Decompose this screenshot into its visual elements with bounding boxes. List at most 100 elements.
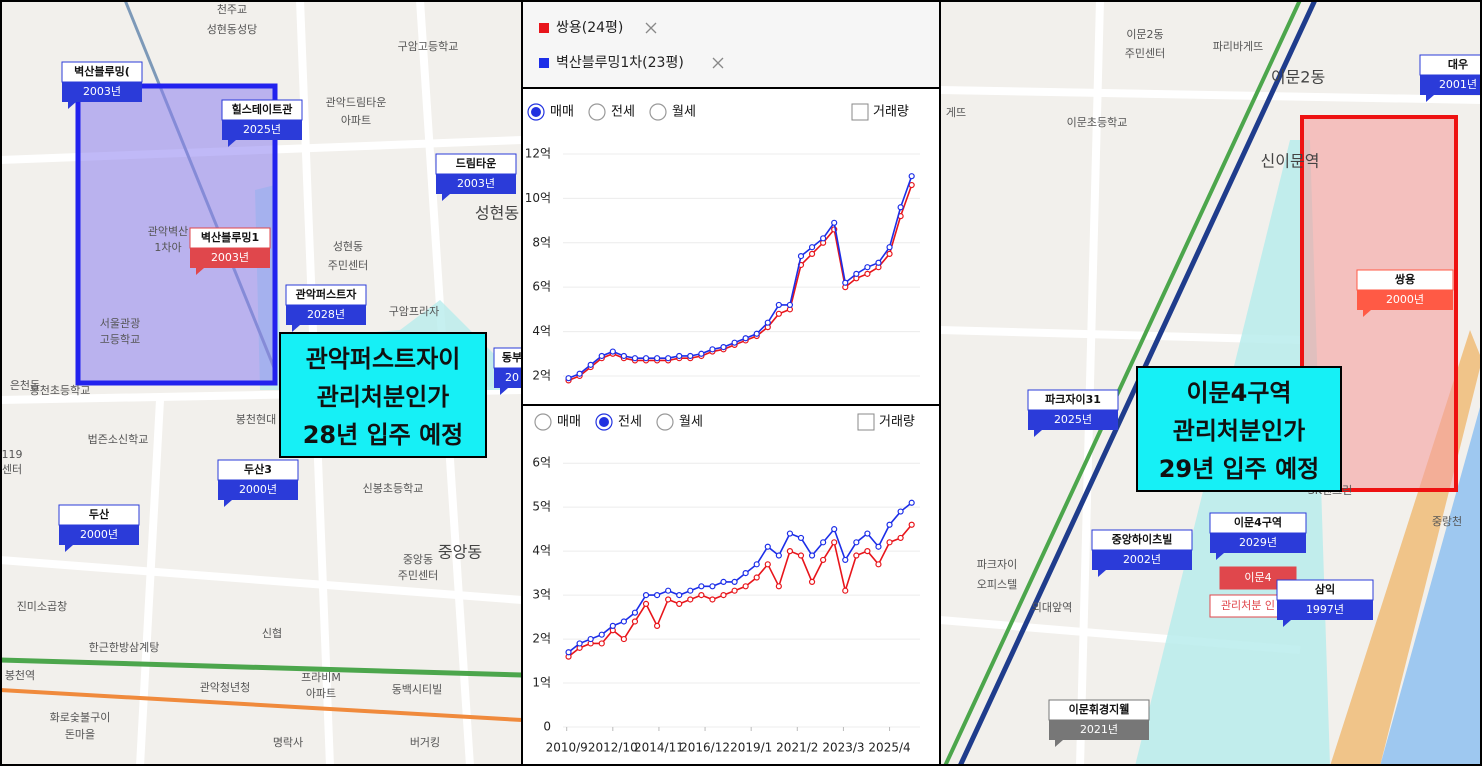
building-marker[interactable]: 벽산블루밍(2003년 — [61, 61, 143, 109]
building-marker[interactable]: 두산 2000년 — [58, 504, 140, 552]
point — [742, 570, 749, 577]
point — [598, 631, 605, 638]
checkbox-label: 거래량 — [873, 105, 909, 120]
chart-panel: 쌍용(24평)벽산블루밍1차(23평)매매 전세 월세 거래량2억4억6억8억10억1… — [521, 0, 941, 766]
y-tick-label: 12억 — [525, 146, 551, 160]
radio-label: 월세 — [679, 415, 703, 430]
point — [731, 578, 738, 586]
point — [753, 561, 760, 568]
point — [786, 530, 794, 537]
x-tick-label: 2021/2 — [776, 741, 818, 755]
place-label: 중앙동 — [403, 553, 433, 566]
y-tick-label: 3억 — [532, 588, 551, 602]
point — [698, 591, 705, 599]
point — [775, 310, 782, 317]
building-marker[interactable]: 힐스테이트관 2025년 — [221, 99, 303, 147]
point — [598, 352, 605, 360]
marker-name: 이문휘경지웰 — [1069, 702, 1130, 716]
point — [565, 375, 572, 382]
line-chart: 매매 전세 월세 거래량 0 1억 2억 3억 4억 5억 6억 2010/9 2012/102014/… — [532, 413, 920, 755]
radio[interactable] — [649, 103, 667, 121]
point — [908, 499, 915, 506]
place-label: 은천동 — [10, 378, 40, 392]
marker-year: 2028년 — [307, 308, 345, 321]
marker-name: 벽산블루밍1 — [201, 230, 259, 244]
y-tick-label: 10억 — [525, 191, 551, 205]
building-marker[interactable]: 중앙하이츠빌 2002년 — [1091, 529, 1193, 577]
place-label: 천주교 — [217, 2, 247, 16]
marker-tail — [65, 545, 73, 552]
point — [631, 618, 639, 625]
radio[interactable] — [656, 413, 674, 431]
place-label: 신봉초등학교 — [363, 482, 424, 495]
building-marker[interactable]: 벽산블루밍1 2003년 — [189, 227, 271, 275]
building-marker[interactable]: 파크자이31 2025년 — [1027, 389, 1119, 437]
building-marker[interactable]: 대우 2001년 — [1419, 54, 1482, 102]
point — [698, 583, 705, 590]
point — [775, 583, 782, 590]
point — [620, 352, 627, 360]
building-marker[interactable]: 이문휘경지웰 2021년 — [1048, 699, 1150, 747]
point — [875, 259, 882, 266]
y-tick-label: 4억 — [532, 324, 551, 338]
building-marker[interactable]: 두산3 2000년 — [217, 459, 299, 507]
place-label: 이문4 — [1244, 571, 1271, 584]
annotation-text: 관악퍼스트자이 — [306, 345, 461, 373]
point — [565, 649, 572, 656]
building-marker[interactable]: 이문4구역 2029년 — [1209, 512, 1307, 560]
point — [808, 250, 816, 257]
point — [908, 521, 915, 528]
radio[interactable] — [534, 413, 552, 431]
marker-tail — [1283, 620, 1291, 627]
point — [598, 640, 605, 647]
marker-year: 2021년 — [1080, 723, 1118, 736]
point — [864, 530, 871, 537]
point — [620, 635, 627, 643]
marker-year: 2000년 — [1386, 293, 1424, 306]
checkbox[interactable] — [857, 413, 875, 431]
remove-icons — [645, 22, 724, 69]
point — [853, 552, 860, 559]
marker-year: 2002년 — [1123, 553, 1161, 566]
point — [720, 591, 727, 599]
checkbox[interactable] — [851, 103, 869, 121]
place-label: 관악드림타운 — [326, 96, 387, 109]
point — [875, 561, 882, 568]
marker-name: 두산 — [89, 507, 109, 521]
building-marker[interactable]: 삼익 1997년 — [1276, 579, 1374, 627]
legend-label: 벽산블루밍1차(23평) — [556, 55, 684, 71]
annotation-box — [279, 332, 487, 458]
point — [631, 609, 639, 616]
point — [642, 600, 650, 607]
marker-name: 벽산블루밍( — [74, 64, 130, 78]
marker-year: 20 — [505, 371, 519, 384]
building-marker[interactable]: 드림타운 2003년 — [435, 153, 517, 201]
point — [797, 534, 805, 542]
x-tick-label: 2025/4 — [868, 741, 910, 755]
point — [820, 556, 827, 564]
marker-year: 2003년 — [211, 251, 249, 264]
point — [742, 583, 749, 590]
building-marker[interactable]: 동부 20 — [493, 347, 530, 395]
radio[interactable] — [588, 103, 606, 121]
marker-tail — [196, 268, 204, 275]
place-label: 봉천역 — [5, 668, 35, 682]
point — [886, 539, 893, 546]
point — [642, 591, 650, 599]
point — [720, 578, 727, 586]
legend-swatch — [539, 58, 549, 68]
point — [576, 370, 583, 377]
x-tick-label: 2016/12 — [680, 741, 730, 755]
place-label: 봉천현대 — [236, 412, 276, 426]
marker-name: 이문4구역 — [1234, 515, 1282, 529]
place-label: 아파트 — [306, 687, 336, 700]
marker-foot — [1028, 410, 1118, 430]
building-marker[interactable]: 관악퍼스트자 2028년 — [285, 284, 367, 332]
point — [676, 600, 683, 607]
building-marker[interactable]: 쌍용 2000년 — [1356, 269, 1454, 317]
y-tick-label: 2억 — [532, 368, 551, 382]
point — [709, 346, 716, 353]
point — [731, 339, 738, 346]
point — [642, 355, 650, 362]
